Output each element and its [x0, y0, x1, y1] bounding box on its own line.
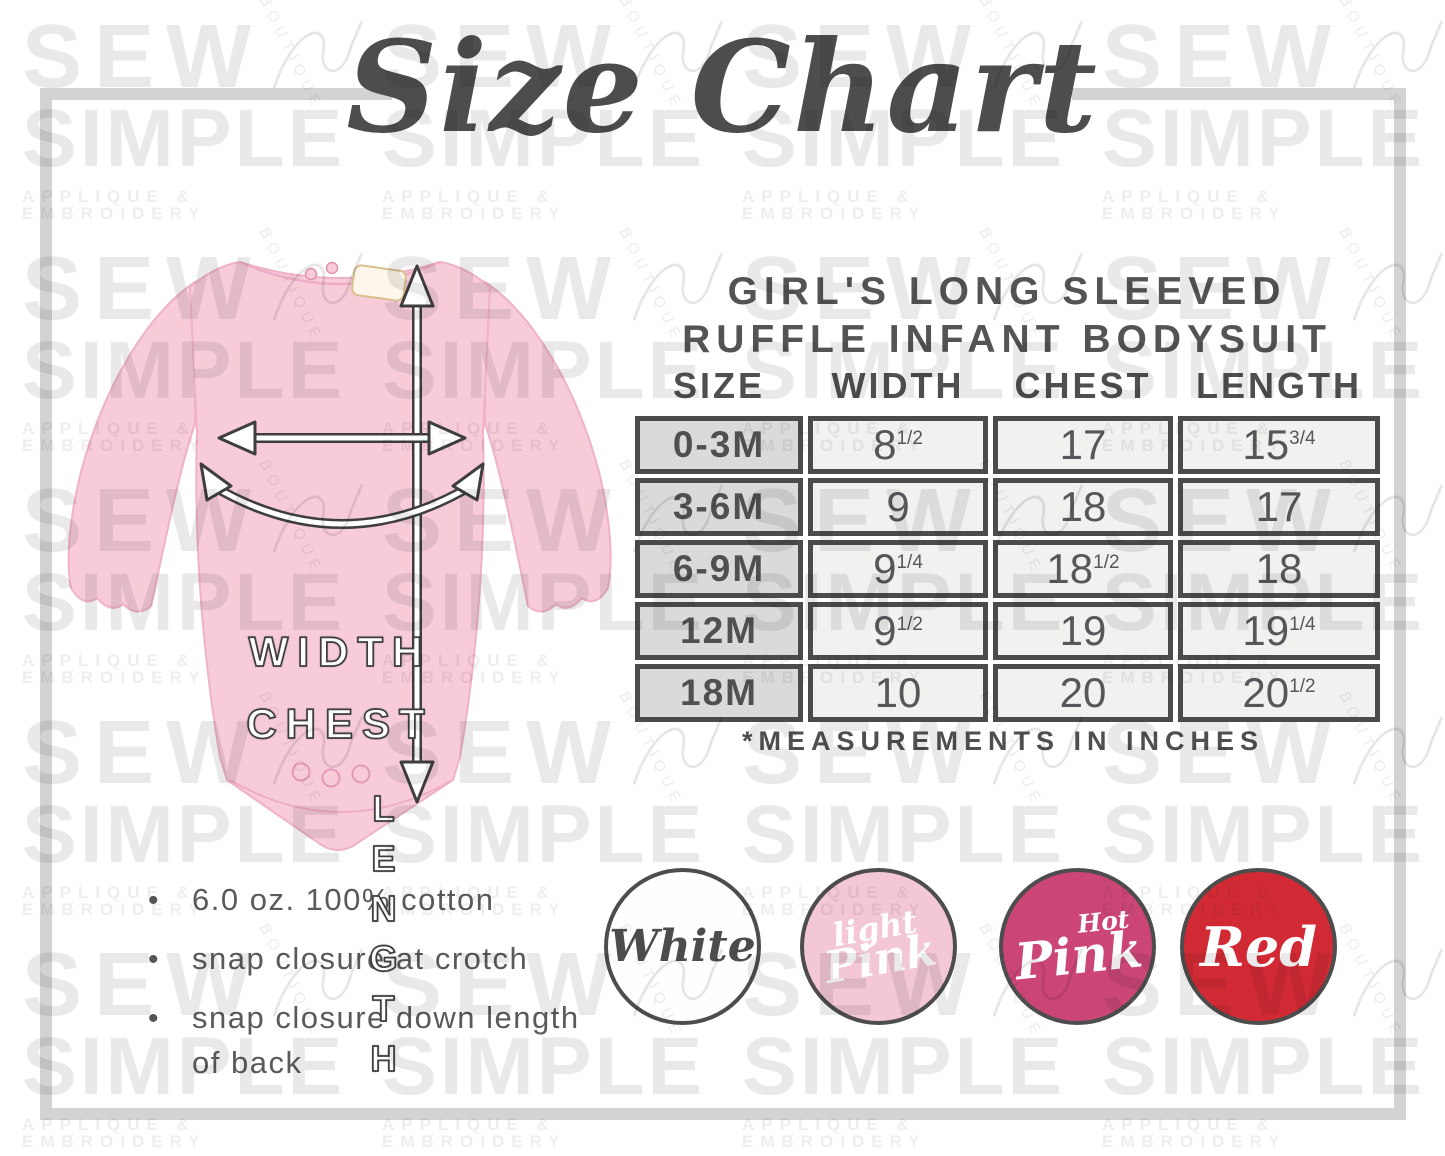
table-row: 12M 91/2 19 191/4 [635, 602, 1380, 660]
chest-label: CHEST [245, 699, 434, 748]
chest-value: 18 [993, 478, 1173, 536]
watermark-subtitle: APPLIQUE & EMBROIDERY [22, 1115, 207, 1151]
frame-border-left [40, 88, 52, 1120]
swatch-label: Red [1200, 914, 1317, 979]
product-heading-line1: GIRL'S LONG SLEEVED [727, 270, 1287, 313]
length-value: 153/4 [1178, 416, 1380, 474]
swatch-label: Pink [1011, 919, 1145, 992]
length-value: 17 [1178, 478, 1380, 536]
list-item: • 6.0 oz. 100% cotton [148, 878, 618, 923]
width-arrow [217, 420, 467, 456]
left-sleeve [67, 280, 196, 613]
width-value: 91/2 [808, 602, 988, 660]
watermark-subtitle: APPLIQUE & EMBROIDERY [1102, 1115, 1287, 1151]
column-header-chest: CHEST [1014, 365, 1152, 406]
width-label: WIDTH [248, 627, 432, 676]
bullet-icon: • [148, 943, 161, 976]
size-table: SIZE WIDTH CHEST LENGTH 0-3M 81/2 17 153… [630, 356, 1385, 726]
frame-border-right [1394, 88, 1406, 1120]
table-header-row: SIZE WIDTH CHEST LENGTH [635, 360, 1380, 412]
table-row: 18M 10 20 201/2 [635, 664, 1380, 722]
length-value: 201/2 [1178, 664, 1380, 722]
watermark-subtitle: APPLIQUE & EMBROIDERY [742, 1115, 927, 1151]
page-title: Size Chart [346, 13, 1099, 161]
length-value: 191/4 [1178, 602, 1380, 660]
watermark-simple: SIMPLE [742, 1021, 1066, 1112]
frame-border-top-right [1072, 88, 1406, 100]
watermark-subtitle: APPLIQUE & EMBROIDERY [742, 187, 927, 223]
length-value: 18 [1178, 540, 1380, 598]
size-label: 18M [635, 664, 803, 722]
product-heading-line2: RUFFLE INFANT BODYSUIT [682, 318, 1332, 361]
swatch-label: White [609, 920, 756, 972]
length-arrow [399, 264, 435, 804]
watermark-subtitle: APPLIQUE & EMBROIDERY [382, 187, 567, 223]
neck-tag [351, 264, 407, 302]
color-swatch-red: Red [1180, 868, 1337, 1025]
frame-border-top-left [40, 88, 392, 100]
column-header-width: WIDTH [831, 365, 965, 406]
bodysuit-illustration [67, 260, 612, 851]
chest-value: 17 [993, 416, 1173, 474]
color-swatch-white: White [604, 868, 761, 1025]
watermark-simple: SIMPLE [742, 789, 1066, 880]
size-label: 0-3M [635, 416, 803, 474]
column-header-length: LENGTH [1196, 365, 1362, 406]
color-swatch-light-pink: light Pink [800, 868, 957, 1025]
watermark-subtitle: APPLIQUE & EMBROIDERY [22, 187, 207, 223]
bullet-icon: • [148, 1002, 161, 1035]
torso [188, 260, 492, 851]
length-label: LENGTH [362, 787, 405, 1089]
column-header-size: SIZE [672, 365, 765, 406]
size-label: 6-9M [635, 540, 803, 598]
product-heading: GIRL'S LONG SLEEVED RUFFLE INFANT BODYSU… [638, 268, 1376, 364]
measurements-note: *MEASUREMENTS IN INCHES [741, 726, 1265, 756]
size-label: 12M [635, 602, 803, 660]
right-sleeve [484, 280, 612, 613]
width-value: 10 [808, 664, 988, 722]
table-row: 0-3M 81/2 17 153/4 [635, 416, 1380, 474]
chest-value: 20 [993, 664, 1173, 722]
color-swatch-hot-pink: Hot Pink [999, 868, 1156, 1025]
table-row: 3-6M 9 18 17 [635, 478, 1380, 536]
table-row: 6-9M 91/4 181/2 18 [635, 540, 1380, 598]
watermark-subtitle: APPLIQUE & EMBROIDERY [382, 1115, 567, 1151]
chest-value: 19 [993, 602, 1173, 660]
width-value: 91/4 [808, 540, 988, 598]
width-value: 9 [808, 478, 988, 536]
chest-value: 181/2 [993, 540, 1173, 598]
frame-border-bottom [40, 1108, 1406, 1120]
size-label: 3-6M [635, 478, 803, 536]
width-value: 81/2 [808, 416, 988, 474]
list-item: • snap closure down length of back [148, 996, 618, 1085]
bullet-icon: • [148, 884, 161, 917]
